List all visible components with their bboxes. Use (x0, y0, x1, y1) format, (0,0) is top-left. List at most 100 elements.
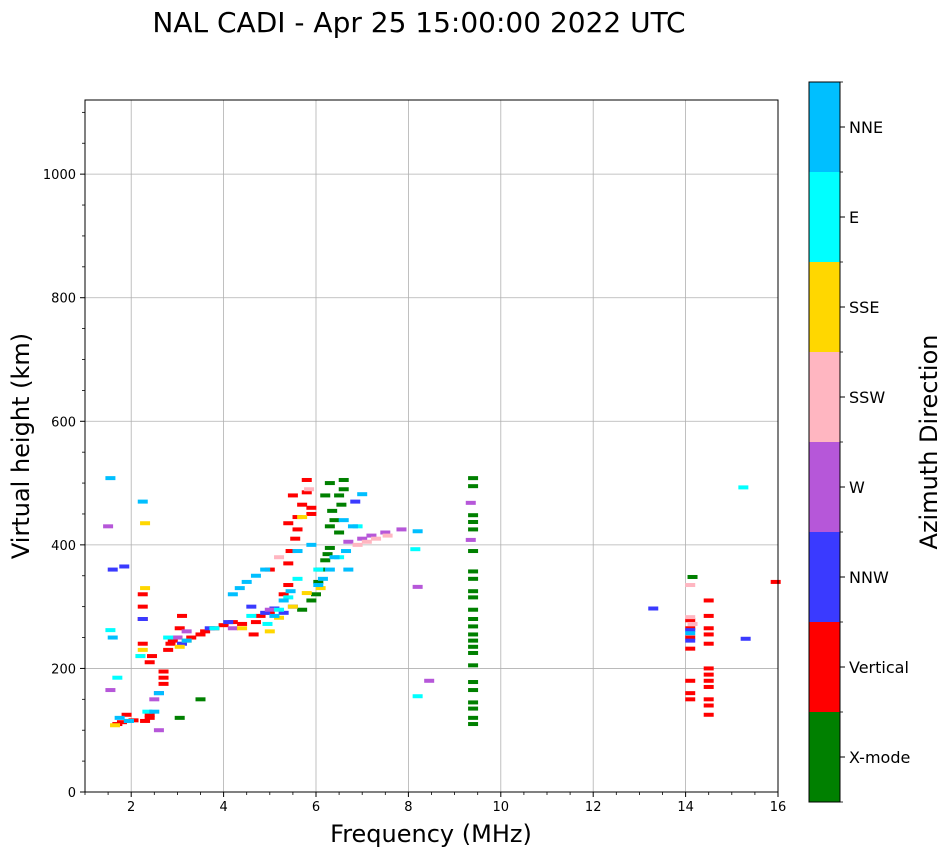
data-point (468, 595, 479, 600)
data-point (107, 567, 118, 572)
data-point (153, 728, 164, 733)
data-point (116, 720, 127, 725)
y-tick-label: 0 (68, 786, 76, 801)
data-point (465, 537, 476, 542)
data-point (278, 592, 289, 597)
data-point (324, 524, 335, 529)
data-point (274, 555, 285, 560)
data-point (703, 678, 714, 683)
data-point (250, 620, 261, 625)
colorbar-swatch (809, 712, 840, 802)
data-point (685, 638, 696, 643)
data-point (468, 638, 479, 643)
data-point (357, 492, 368, 497)
data-point (158, 681, 169, 686)
data-point (260, 567, 271, 572)
x-tick-label: 10 (493, 800, 510, 815)
colorbar-label: Azimuth Direction (915, 335, 943, 550)
data-point (297, 515, 308, 520)
data-point (149, 697, 160, 702)
data-point (218, 623, 229, 628)
data-point (177, 641, 188, 646)
data-point (685, 583, 696, 588)
data-point (320, 558, 331, 563)
data-point (468, 650, 479, 655)
data-point (186, 635, 197, 640)
data-point (336, 502, 347, 507)
x-tick-label: 12 (585, 800, 602, 815)
data-point (285, 589, 296, 594)
data-point (338, 477, 349, 482)
data-point (142, 709, 153, 714)
data-point (227, 626, 238, 631)
data-point (237, 621, 248, 626)
y-tick-label: 200 (51, 662, 76, 677)
data-point (144, 712, 155, 717)
data-point (703, 626, 714, 631)
data-point (144, 715, 155, 720)
x-tick-label: 14 (677, 800, 694, 815)
data-point (347, 524, 358, 529)
data-point (140, 521, 151, 526)
data-point (255, 613, 266, 618)
data-point (338, 487, 349, 492)
data-point (703, 632, 714, 637)
data-point (234, 586, 245, 591)
x-tick-label: 6 (312, 800, 320, 815)
y-tick-label: 1000 (43, 168, 76, 183)
data-point (301, 490, 312, 495)
colorbar-tick-label: Vertical (849, 658, 909, 677)
data-point (283, 561, 294, 566)
data-point (246, 604, 257, 609)
data-point (177, 613, 188, 618)
data-point (140, 586, 151, 591)
data-point (685, 691, 696, 696)
data-point (107, 635, 118, 640)
colorbar-tick-label: NNW (849, 568, 889, 587)
data-point (174, 715, 185, 720)
data-point (292, 527, 303, 532)
data-point (324, 567, 335, 572)
data-point (283, 583, 294, 588)
data-point (468, 663, 479, 668)
data-point (260, 610, 271, 615)
data-point (200, 629, 211, 634)
data-point (396, 527, 407, 532)
data-point (246, 613, 257, 618)
data-point (334, 493, 345, 498)
data-point (114, 715, 125, 720)
data-point (110, 723, 121, 728)
data-point (361, 539, 372, 544)
data-point (262, 621, 273, 626)
data-point (292, 576, 303, 581)
data-point (324, 481, 335, 486)
data-point (338, 518, 349, 523)
data-point (283, 521, 294, 526)
data-point (278, 598, 289, 603)
data-point (313, 583, 324, 588)
colorbar-tick-label: NNE (849, 118, 883, 137)
colorbar-swatch (809, 532, 840, 622)
data-point (103, 524, 114, 529)
data-point (685, 631, 696, 636)
colorbar-swatch (809, 172, 840, 262)
data-point (137, 604, 148, 609)
data-point (146, 654, 157, 659)
y-tick-label: 600 (51, 415, 76, 430)
data-point (165, 641, 176, 646)
data-point (297, 607, 308, 612)
x-ticks: 2 4 6 8 10 12 14 16 (84, 792, 786, 815)
data-point (248, 632, 259, 637)
data-point (740, 636, 751, 641)
data-point (685, 678, 696, 683)
data-point (329, 555, 340, 560)
colorbar-tick-label: X-mode (849, 748, 910, 767)
data-point (301, 477, 312, 482)
colorbar-tick-label: E (849, 208, 859, 227)
colorbar: X-mode Vertical NNW W SSW SSE E NNE (808, 81, 910, 803)
y-tick-label: 400 (51, 539, 76, 554)
data-point (648, 606, 659, 611)
data-point (140, 718, 151, 723)
data-point (465, 500, 476, 505)
